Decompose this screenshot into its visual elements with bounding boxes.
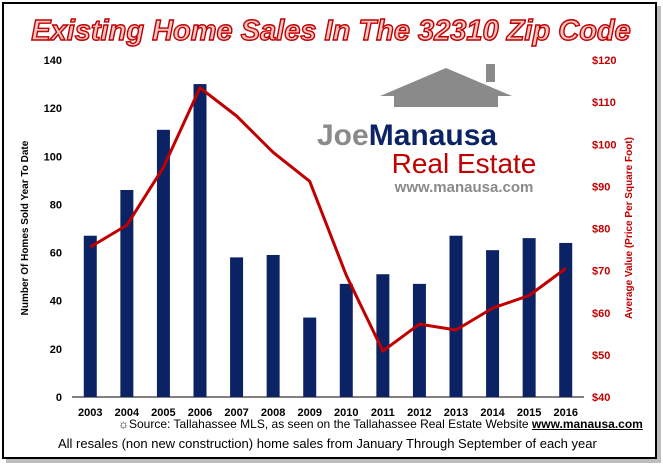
y-tick-right: $120 bbox=[592, 55, 616, 67]
x-tick-label: 2007 bbox=[224, 407, 248, 419]
x-tick-label: 2015 bbox=[517, 407, 541, 419]
camera-icon: ☼ bbox=[118, 417, 129, 431]
bar bbox=[193, 84, 207, 398]
y-axis-label-left: Number Of Homes Sold Year To Date bbox=[20, 140, 31, 315]
source-text: Source: Tallahassee MLS, as seen on the … bbox=[129, 417, 529, 431]
bar bbox=[303, 317, 317, 397]
chimney-icon bbox=[486, 64, 495, 82]
bar bbox=[156, 129, 170, 398]
y-tick-right: $110 bbox=[592, 97, 616, 109]
bars bbox=[83, 84, 573, 398]
bar bbox=[412, 283, 426, 397]
y-tick-left: 120 bbox=[44, 103, 62, 115]
y-tick-left: 140 bbox=[44, 55, 62, 67]
y-tick-right: $60 bbox=[592, 308, 610, 320]
y-tick-right: $100 bbox=[592, 139, 616, 151]
logo-website: www.manausa.com bbox=[394, 179, 534, 196]
price-line bbox=[89, 86, 567, 353]
x-tick-label: 2005 bbox=[151, 407, 175, 419]
x-tick-label: 2006 bbox=[188, 407, 212, 419]
logo-name-manausa: Manausa bbox=[369, 119, 498, 152]
bar bbox=[120, 189, 134, 397]
y-tick-right: $70 bbox=[592, 266, 610, 278]
bar bbox=[449, 235, 463, 397]
y-tick-left: 40 bbox=[50, 296, 62, 308]
y-tick-left: 0 bbox=[56, 392, 62, 404]
axes: 0 20 40 60 80 100 120 140 $40 $50 $60 $70 $80 $90 $100… bbox=[44, 55, 617, 419]
x-tick-label: 2004 bbox=[115, 407, 140, 419]
footer-note: All resales (non new construction) home … bbox=[58, 436, 597, 451]
y-tick-right: $90 bbox=[592, 181, 610, 193]
bar bbox=[522, 238, 536, 397]
bar bbox=[266, 254, 280, 397]
x-tick-label: 2009 bbox=[297, 407, 321, 419]
x-tick-label: 2008 bbox=[261, 407, 285, 419]
y-tick-right: $40 bbox=[592, 392, 610, 404]
logo-name-joe: Joe bbox=[317, 119, 369, 152]
x-tick-label: 2011 bbox=[371, 407, 395, 419]
x-tick-label: 2013 bbox=[444, 407, 468, 419]
bar bbox=[486, 250, 500, 397]
y-tick-right: $50 bbox=[592, 350, 610, 362]
y-tick-left: 20 bbox=[50, 344, 62, 356]
logo-real-estate: Real Estate bbox=[392, 148, 537, 179]
chart-title: Existing Home Sales In The 32310 Zip Cod… bbox=[31, 15, 631, 47]
logo: JoeManausa Real Estate www.manausa.com bbox=[317, 64, 536, 196]
y-tick-right: $80 bbox=[592, 224, 610, 236]
bar bbox=[376, 274, 390, 397]
bar bbox=[339, 283, 353, 397]
y-tick-left: 80 bbox=[50, 199, 62, 211]
x-tick-label: 2014 bbox=[480, 407, 505, 419]
y-axis-label-right: Average Value (Price Per Square Foot) bbox=[624, 137, 635, 319]
bar bbox=[83, 235, 97, 397]
logo-name: JoeManausa bbox=[317, 119, 497, 152]
source-link[interactable]: www.manausa.com bbox=[531, 417, 643, 431]
x-tick-label: 2010 bbox=[334, 407, 358, 419]
x-tick-label: 2016 bbox=[553, 407, 577, 419]
y-tick-left: 60 bbox=[50, 248, 62, 260]
line-series bbox=[89, 86, 567, 353]
x-tick-label: 2003 bbox=[78, 407, 102, 419]
bar bbox=[230, 257, 244, 397]
bar bbox=[559, 242, 573, 397]
y-tick-left: 100 bbox=[44, 151, 62, 163]
x-tick-label: 2012 bbox=[407, 407, 431, 419]
source-line: ☼Source: Tallahassee MLS, as seen on the… bbox=[118, 417, 643, 431]
house-roof-icon bbox=[380, 68, 512, 107]
